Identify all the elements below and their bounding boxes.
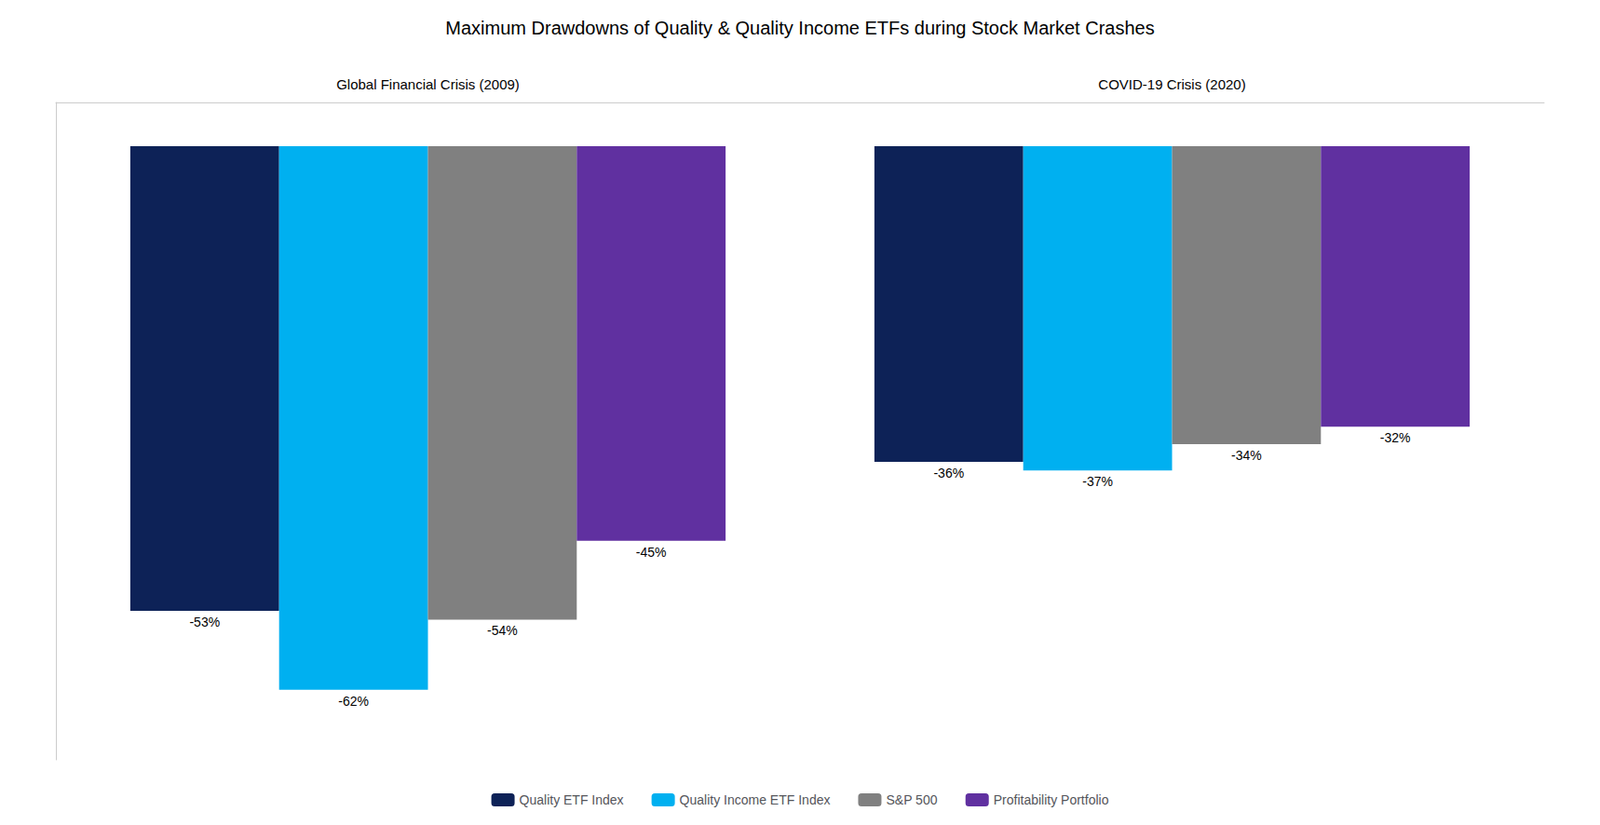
svg-text:-37%: -37% xyxy=(1082,474,1113,489)
svg-text:COVID-19 Crisis (2020): COVID-19 Crisis (2020) xyxy=(1098,76,1246,93)
svg-text:-34%: -34% xyxy=(1231,447,1262,463)
svg-text:-54%: -54% xyxy=(487,623,518,638)
svg-text:-62%: -62% xyxy=(338,693,369,709)
svg-text:-36%: -36% xyxy=(933,465,964,481)
svg-text:Global Financial Crisis (2009): Global Financial Crisis (2009) xyxy=(336,76,520,93)
svg-text:Profitability Portfolio: Profitability Portfolio xyxy=(993,792,1110,808)
svg-text:-32%: -32% xyxy=(1380,430,1411,446)
svg-text:-45%: -45% xyxy=(636,544,667,560)
svg-text:Quality Income ETF Index: Quality Income ETF Index xyxy=(679,792,831,808)
svg-text:S&P 500: S&P 500 xyxy=(885,792,937,808)
svg-text:-53%: -53% xyxy=(189,614,220,630)
svg-text:Maximum Drawdowns of Quality &: Maximum Drawdowns of Quality & Quality I… xyxy=(445,17,1154,39)
svg-text:Quality ETF Index: Quality ETF Index xyxy=(519,792,624,808)
